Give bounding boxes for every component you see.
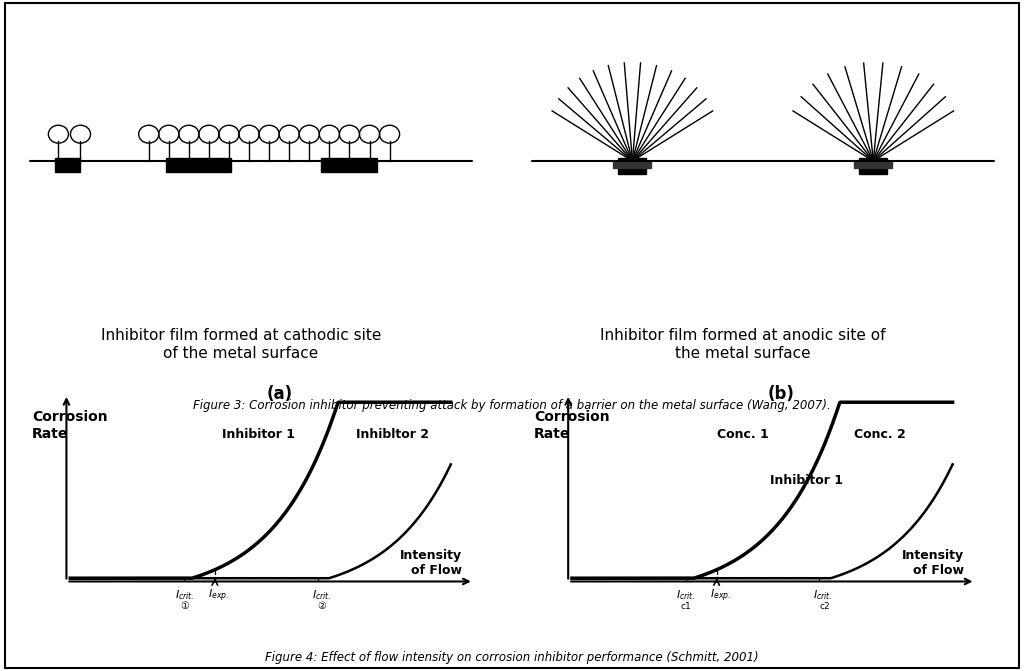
- Text: (a): (a): [266, 385, 293, 403]
- Bar: [613, 161, 651, 168]
- Bar: [859, 158, 888, 174]
- Text: Conc. 2: Conc. 2: [854, 428, 905, 441]
- Text: $I_{exp.}$: $I_{exp.}$: [208, 587, 229, 604]
- Text: c1: c1: [681, 602, 691, 611]
- Text: Intensity
of Flow: Intensity of Flow: [400, 549, 462, 577]
- Text: Intensity
of Flow: Intensity of Flow: [902, 549, 964, 577]
- Text: Corrosion
Rate: Corrosion Rate: [32, 411, 108, 441]
- Text: Inhibltor 2: Inhibltor 2: [355, 428, 429, 441]
- Text: Figure 3: Corrosion inhibitor preventing attack by formation of a barrier on the: Figure 3: Corrosion inhibitor preventing…: [194, 399, 830, 412]
- Bar: [854, 161, 892, 168]
- Text: (b): (b): [768, 385, 795, 403]
- Text: Corrosion
Rate: Corrosion Rate: [534, 411, 609, 441]
- Text: $I_{crit.}$: $I_{crit.}$: [677, 588, 696, 602]
- Text: $I_{crit.}$: $I_{crit.}$: [175, 588, 195, 602]
- Text: Inhibitor film formed at cathodic site
of the metal surface: Inhibitor film formed at cathodic site o…: [100, 328, 381, 360]
- Text: ①: ①: [180, 601, 188, 611]
- Bar: [55, 158, 81, 172]
- Text: Inhibitor 1: Inhibitor 1: [770, 474, 843, 486]
- Bar: [166, 158, 231, 172]
- Text: ②: ②: [317, 601, 326, 611]
- Text: $I_{crit.}$: $I_{crit.}$: [311, 588, 331, 602]
- Text: Inhibitor 1: Inhibitor 1: [222, 428, 296, 441]
- Text: Inhibitor film formed at anodic site of
the metal surface: Inhibitor film formed at anodic site of …: [600, 328, 886, 360]
- Text: $I_{crit.}$: $I_{crit.}$: [813, 588, 833, 602]
- Bar: [618, 158, 646, 174]
- Bar: [322, 158, 377, 172]
- Text: Figure 4: Effect of flow intensity on corrosion inhibitor performance (Schmitt, : Figure 4: Effect of flow intensity on co…: [265, 651, 759, 664]
- Text: Conc. 1: Conc. 1: [717, 428, 768, 441]
- Text: c2: c2: [820, 602, 830, 611]
- Text: $I_{exp.}$: $I_{exp.}$: [710, 587, 731, 604]
